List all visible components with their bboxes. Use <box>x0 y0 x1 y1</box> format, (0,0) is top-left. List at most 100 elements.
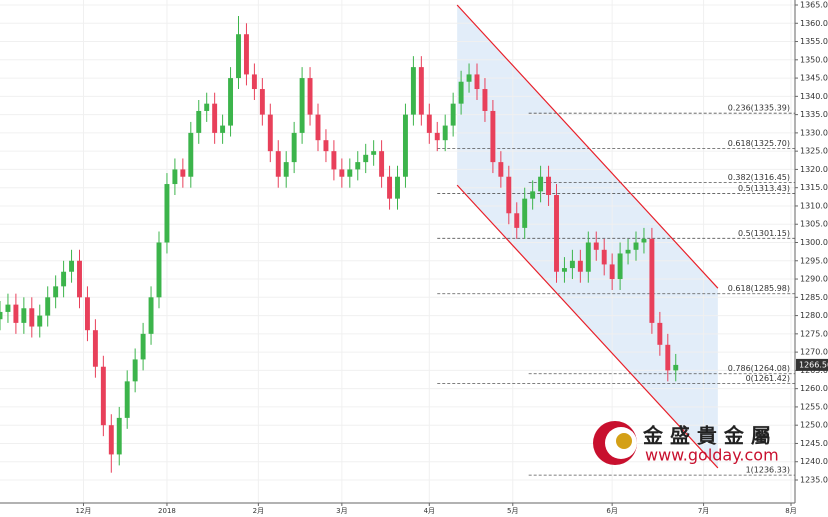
candle-body <box>657 322 663 345</box>
y-tick-label: 1290.00 <box>800 275 828 284</box>
last-price-label: 1266.50 <box>799 360 828 369</box>
x-tick-label: 3月 <box>336 507 347 515</box>
y-tick-label: 1275.00 <box>800 329 828 338</box>
y-tick-label: 1315.00 <box>800 183 828 192</box>
candle-body <box>673 364 679 371</box>
candle-body <box>482 89 488 111</box>
x-tick-label: 2018 <box>158 507 176 515</box>
candle-body <box>514 213 520 228</box>
candle-body <box>450 103 456 126</box>
candle-body <box>379 151 385 177</box>
candle-body <box>402 114 408 177</box>
candle-body <box>426 114 432 133</box>
candle-body <box>347 169 353 177</box>
candle-body <box>236 34 241 79</box>
fib-label: 0.786(1264.08) <box>728 364 790 373</box>
candle-body <box>649 238 655 323</box>
candle-body <box>283 162 289 177</box>
x-tick-label: 5月 <box>507 507 518 515</box>
y-tick-label: 1335.00 <box>800 110 828 119</box>
y-tick-label: 1245.00 <box>800 439 828 448</box>
candle-body <box>164 184 170 243</box>
y-tick-label: 1340.00 <box>800 92 828 101</box>
candle-body <box>617 253 623 280</box>
candle-body <box>259 89 265 115</box>
candle-body <box>291 132 297 163</box>
candle-body <box>363 154 369 163</box>
y-tick-label: 1270.00 <box>800 348 828 357</box>
fib-label: 0.618(1325.70) <box>728 139 790 148</box>
candle-body <box>61 271 67 287</box>
y-tick-label: 1240.00 <box>800 457 828 466</box>
y-tick-label: 1310.00 <box>800 201 828 210</box>
x-tick-label: 6月 <box>606 507 617 515</box>
y-tick-label: 1325.00 <box>800 147 828 156</box>
candle-body <box>188 132 194 177</box>
candle-body <box>522 198 528 228</box>
fib-label: 0.382(1316.45) <box>728 173 790 182</box>
candle-body <box>538 176 544 192</box>
x-tick-label: 12月 <box>76 507 92 515</box>
y-tick-label: 1280.00 <box>800 311 828 320</box>
candle-body <box>490 110 496 163</box>
y-tick-label: 1320.00 <box>800 165 828 174</box>
candle-body <box>0 311 3 320</box>
y-tick-label: 1250.00 <box>800 421 828 430</box>
candle-body <box>13 304 19 323</box>
fib-label: 0(1261.42) <box>746 374 790 383</box>
candle-body <box>395 176 400 199</box>
candle-body <box>546 176 552 195</box>
y-tick-label: 1285.00 <box>800 293 828 302</box>
candle-body <box>37 315 43 327</box>
candle-body <box>371 151 377 155</box>
y-tick-label: 1300.00 <box>800 238 828 247</box>
candle-body <box>196 110 202 133</box>
candle-body <box>410 67 416 115</box>
candle-body <box>506 176 512 214</box>
candle-body <box>641 238 647 243</box>
candle-body <box>84 297 90 331</box>
candle-body <box>132 359 138 382</box>
candle-body <box>530 191 536 199</box>
candle-body <box>315 114 321 141</box>
x-tick-label: 2月 <box>253 507 264 515</box>
candle-body <box>339 169 345 177</box>
candle-body <box>498 162 504 177</box>
candle-body <box>5 304 11 312</box>
candle-body <box>323 140 329 152</box>
candle-body <box>228 78 234 126</box>
y-tick-label: 1355.00 <box>800 37 828 46</box>
y-tick-label: 1360.00 <box>800 19 828 28</box>
candle-body <box>554 195 559 272</box>
x-tick-label: 8月 <box>785 507 796 515</box>
candle-body <box>116 417 122 455</box>
y-tick-label: 1330.00 <box>800 128 828 137</box>
x-tick-label: 7月 <box>698 507 709 515</box>
y-tick-label: 1350.00 <box>800 55 828 64</box>
fib-label: 0.5(1313.43) <box>738 184 790 193</box>
candle-body <box>474 74 480 90</box>
candle-body <box>148 297 154 334</box>
candle-body <box>331 151 337 170</box>
candle-body <box>665 344 671 371</box>
candle-body <box>45 297 51 316</box>
candle-body <box>569 260 575 269</box>
candle-body <box>267 114 273 152</box>
y-tick-label: 1295.00 <box>800 256 828 265</box>
fib-label: 0.618(1285.98) <box>728 284 790 293</box>
candle-body <box>275 151 281 177</box>
candle-body <box>442 125 448 141</box>
candle-body <box>466 74 472 82</box>
logo-url: www.golday.com <box>645 446 779 465</box>
candle-body <box>77 260 82 298</box>
y-tick-label: 1365.00 <box>800 1 828 10</box>
channel-line <box>456 184 719 469</box>
y-tick-label: 1235.00 <box>800 476 828 485</box>
last-price-box <box>796 358 828 371</box>
y-tick-label: 1260.00 <box>800 384 828 393</box>
candle-body <box>69 260 75 272</box>
candle-body <box>100 366 106 426</box>
candle-body <box>172 169 178 185</box>
